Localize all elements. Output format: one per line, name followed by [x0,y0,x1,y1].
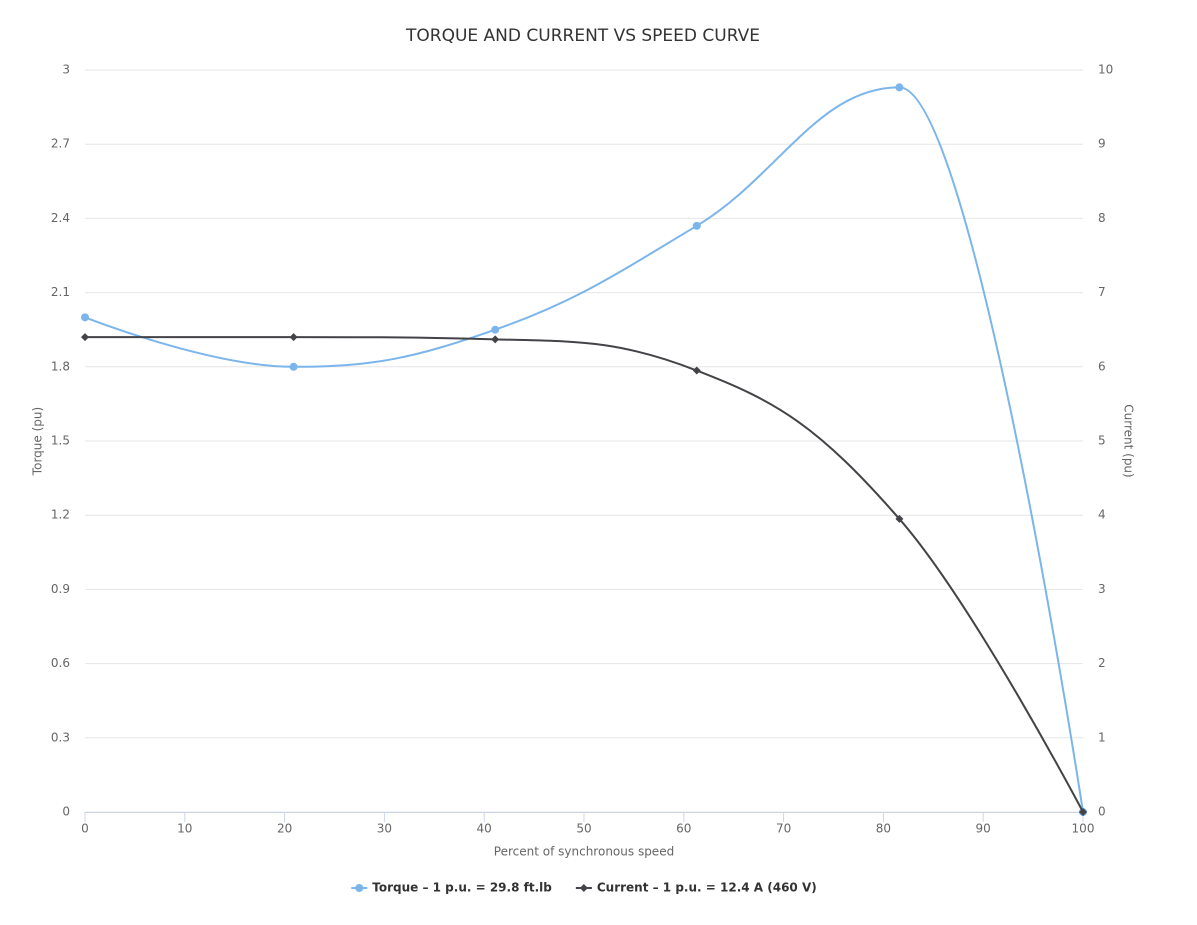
y2-tick-label: 5 [1098,434,1106,448]
y2-tick-label: 3 [1098,582,1106,596]
x-tick-label: 100 [1072,822,1095,836]
x-tick-label: 80 [876,822,891,836]
point-marker [491,335,500,344]
y-tick-label: 1.8 [51,359,70,373]
legend-label: Current – 1 p.u. = 12.4 A (460 V) [597,881,817,895]
point-marker [579,884,588,892]
legend-label: Torque – 1 p.u. = 29.8 ft.lb [372,881,552,895]
chart-title: TORQUE AND CURRENT VS SPEED CURVE [405,26,760,46]
y2-tick-label: 7 [1098,285,1106,299]
point-marker [692,366,701,375]
y2-axis-title: Current (pu) [1122,404,1136,477]
x-tick-label: 10 [177,822,192,836]
point-marker [1079,808,1087,816]
y-tick-label: 1.2 [51,508,70,522]
y2-tick-label: 0 [1098,805,1106,819]
legend-item: Torque – 1 p.u. = 29.8 ft.lb [351,881,552,895]
y2-tick-label: 8 [1098,211,1106,225]
y-tick-label: 0.9 [51,582,70,596]
point-marker [692,221,701,230]
y2-tick-label: 2 [1098,656,1106,670]
point-marker [895,514,904,523]
y2-tick-label: 9 [1098,137,1106,151]
x-tick-label: 0 [81,822,89,836]
y-axis-title: Torque (pu) [31,407,45,476]
point-marker [289,333,298,342]
x-tick-label: 60 [676,822,691,836]
legend-item: Current – 1 p.u. = 12.4 A (460 V) [575,881,817,895]
y-tick-label: 0.3 [51,730,70,744]
x-tick-label: 40 [477,822,492,836]
y-tick-label: 0 [62,805,70,819]
x-tick-label: 50 [576,822,591,836]
y2-tick-label: 1 [1098,730,1106,744]
x-tick-label: 70 [776,822,791,836]
y2-tick-label: 10 [1098,63,1113,77]
x-tick-label: 30 [377,822,392,836]
y-tick-label: 2.1 [51,285,70,299]
series-line [84,336,1084,813]
y-tick-label: 0.6 [51,656,70,670]
y-tick-label: 2.7 [51,137,70,151]
y-tick-label: 3 [62,63,70,77]
x-axis-title: Percent of synchronous speed [494,845,674,859]
y-tick-label: 1.5 [51,434,70,448]
legend: Torque – 1 p.u. = 29.8 ft.lb Current – 1 … [351,881,817,895]
y2-tick-label: 6 [1098,359,1106,373]
point-marker [491,325,500,334]
point-marker [895,83,904,92]
point-marker [289,362,298,371]
x-tick-label: 20 [277,822,292,836]
x-tick-label: 90 [976,822,991,836]
y2-tick-label: 4 [1098,508,1106,522]
point-marker [355,884,364,892]
point-marker [81,313,89,322]
point-marker [81,333,89,342]
y-tick-label: 2.4 [51,211,70,225]
series-line [84,86,1084,813]
